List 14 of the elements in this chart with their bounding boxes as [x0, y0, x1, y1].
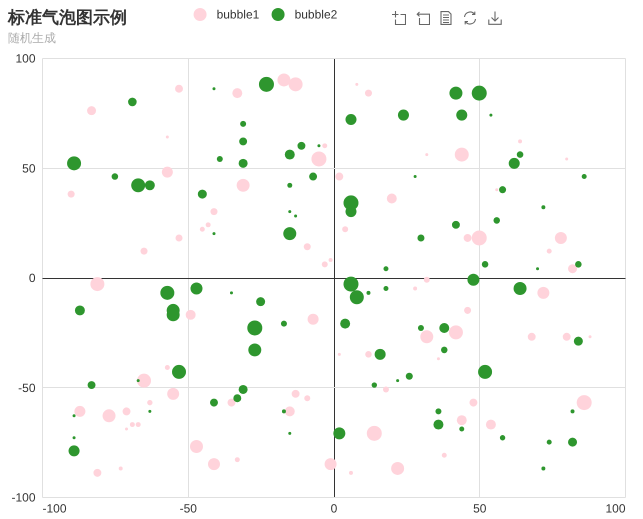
y-tick-label: -100: [11, 490, 36, 504]
chart-subtitle: 随机生成: [8, 31, 56, 46]
x-tick-label: -50: [180, 502, 198, 516]
legend-label: bubble2: [294, 8, 338, 22]
x-tick-label: 50: [473, 502, 487, 516]
y-tick-label: 100: [15, 52, 36, 66]
y-tick-label: 50: [22, 161, 36, 176]
x-tick-label: -100: [42, 502, 67, 516]
legend-label: bubble1: [216, 8, 260, 22]
y-tick-label: 0: [28, 271, 36, 285]
y-tick-label: -50: [18, 380, 36, 395]
chart-title: 标准气泡图示例: [8, 7, 127, 29]
x-tick-label: 0: [330, 502, 338, 516]
x-tick-label: 100: [605, 502, 626, 516]
